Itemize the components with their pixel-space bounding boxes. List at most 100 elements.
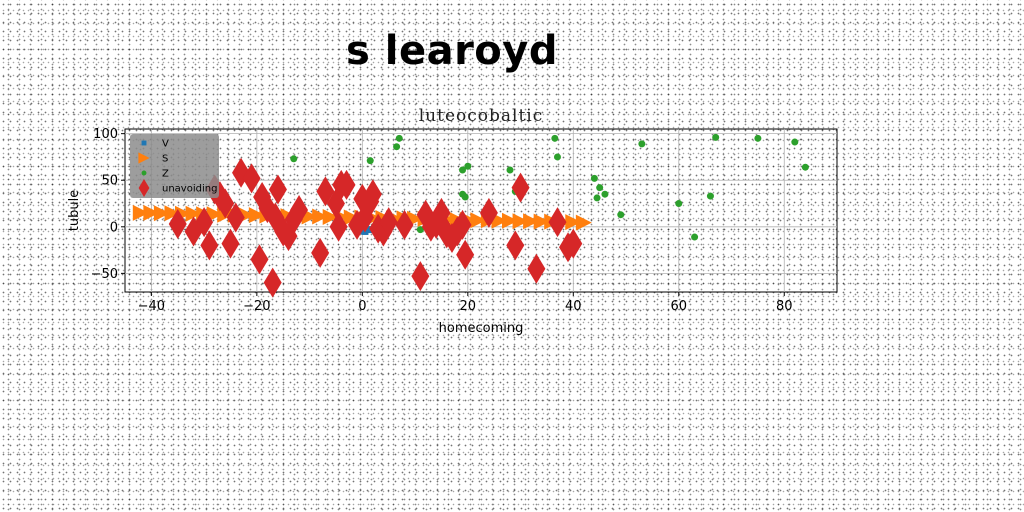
data-point bbox=[221, 228, 240, 259]
plot-area bbox=[124, 128, 838, 293]
x-tick-label: −40 bbox=[138, 299, 165, 314]
data-point bbox=[461, 193, 469, 201]
data-point bbox=[250, 244, 269, 275]
y-tick-label: 50 bbox=[101, 174, 118, 189]
data-point bbox=[216, 188, 235, 219]
data-point bbox=[551, 134, 559, 142]
data-point bbox=[527, 253, 546, 284]
data-point bbox=[464, 162, 472, 170]
data-point bbox=[168, 209, 187, 240]
data-point bbox=[470, 212, 487, 229]
y-tick-label: 0 bbox=[110, 220, 118, 235]
x-tick-label: 40 bbox=[565, 299, 582, 314]
data-point bbox=[185, 205, 202, 222]
data-point bbox=[290, 195, 309, 226]
data-point bbox=[502, 212, 519, 229]
data-point bbox=[512, 213, 529, 230]
data-point bbox=[801, 163, 809, 171]
data-point bbox=[195, 207, 214, 238]
data-point bbox=[506, 230, 525, 261]
data-point bbox=[511, 172, 530, 203]
x-tick-label: 80 bbox=[776, 299, 793, 314]
data-point bbox=[393, 143, 401, 151]
legend-marker-unavoiding bbox=[138, 179, 150, 197]
data-point bbox=[416, 226, 424, 234]
x-axis-label: homecoming bbox=[439, 321, 524, 336]
data-marks bbox=[132, 133, 809, 298]
data-point bbox=[706, 192, 714, 200]
data-point bbox=[132, 204, 149, 221]
data-point bbox=[312, 208, 329, 225]
data-point bbox=[322, 209, 339, 226]
data-point bbox=[453, 209, 472, 240]
data-point bbox=[395, 209, 414, 240]
data-point bbox=[553, 153, 561, 161]
data-point bbox=[675, 200, 683, 208]
legend-marker-v bbox=[141, 140, 147, 146]
y-tick-label: 100 bbox=[93, 127, 118, 142]
x-tick-label: 60 bbox=[671, 299, 688, 314]
legend-marker bbox=[138, 179, 150, 197]
data-point bbox=[548, 207, 567, 238]
axes: −40 −20 0 20 40 60 80 −50 0 50 100 bbox=[91, 127, 793, 314]
legend-marker bbox=[141, 140, 147, 146]
data-point bbox=[691, 233, 699, 241]
data-point bbox=[290, 155, 298, 163]
legend-label: V bbox=[162, 139, 169, 150]
data-point bbox=[329, 211, 348, 242]
chart-title: luteocobaltic bbox=[419, 106, 544, 126]
data-point bbox=[593, 194, 601, 202]
legend-marker bbox=[138, 152, 150, 164]
data-point bbox=[268, 174, 287, 205]
data-point bbox=[263, 267, 282, 298]
data-point bbox=[533, 213, 550, 230]
data-point bbox=[200, 230, 219, 261]
legend-label: S bbox=[162, 154, 168, 165]
data-point bbox=[596, 184, 604, 192]
legend-marker bbox=[141, 170, 147, 176]
data-point bbox=[456, 239, 475, 270]
data-point bbox=[379, 207, 398, 238]
x-tick-label: 0 bbox=[358, 299, 366, 314]
data-point bbox=[523, 213, 540, 230]
data-point bbox=[226, 202, 245, 233]
data-point bbox=[575, 214, 592, 231]
x-tick-label: 20 bbox=[460, 299, 477, 314]
data-point bbox=[564, 228, 583, 259]
legend-marker-s bbox=[138, 152, 150, 164]
data-point bbox=[366, 157, 374, 165]
y-tick-label: −50 bbox=[91, 267, 118, 282]
data-point bbox=[153, 205, 170, 222]
page-title: s learoyd bbox=[346, 28, 558, 74]
legend-label: unavoiding bbox=[162, 184, 217, 195]
series-unavoiding bbox=[168, 157, 583, 298]
data-point bbox=[479, 197, 498, 228]
x-tick-label: −20 bbox=[243, 299, 270, 314]
data-point bbox=[311, 237, 330, 268]
data-point bbox=[337, 169, 356, 200]
data-point bbox=[638, 140, 646, 148]
legend-marker-z bbox=[141, 170, 147, 176]
data-point bbox=[164, 205, 181, 222]
data-point bbox=[143, 204, 160, 221]
data-point bbox=[506, 166, 514, 174]
data-point bbox=[459, 166, 467, 174]
y-axis-label: tubule bbox=[67, 190, 82, 231]
data-point bbox=[411, 261, 430, 292]
data-point bbox=[617, 211, 625, 219]
legend-label: Z bbox=[162, 169, 169, 180]
data-point bbox=[248, 207, 265, 224]
data-point bbox=[363, 179, 382, 210]
data-point bbox=[712, 133, 720, 141]
data-point bbox=[601, 190, 609, 198]
data-point bbox=[590, 174, 598, 182]
data-point bbox=[565, 214, 582, 231]
data-point bbox=[242, 163, 261, 194]
legend-box bbox=[130, 134, 219, 198]
data-point bbox=[395, 134, 403, 142]
data-point bbox=[343, 209, 360, 226]
data-point bbox=[791, 138, 799, 146]
data-point bbox=[754, 134, 762, 142]
